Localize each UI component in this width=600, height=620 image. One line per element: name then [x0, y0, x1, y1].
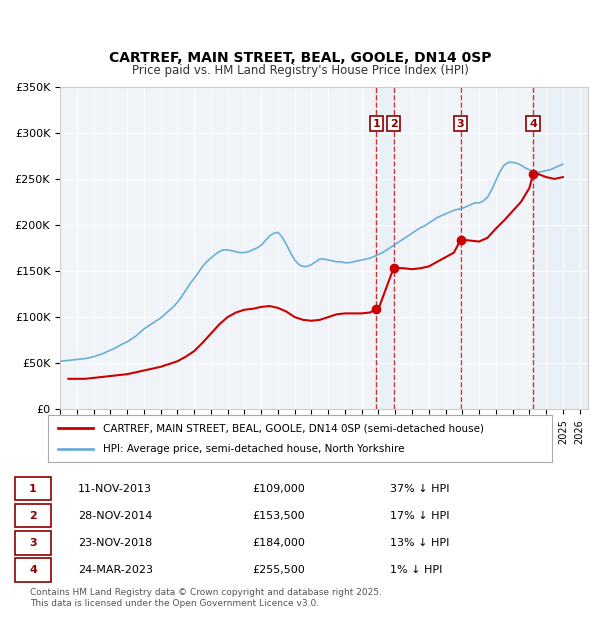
- Text: CARTREF, MAIN STREET, BEAL, GOOLE, DN14 0SP (semi-detached house): CARTREF, MAIN STREET, BEAL, GOOLE, DN14 …: [103, 423, 484, 433]
- Text: 1: 1: [373, 118, 380, 128]
- Text: 23-NOV-2018: 23-NOV-2018: [78, 538, 152, 547]
- Text: 13% ↓ HPI: 13% ↓ HPI: [390, 538, 449, 547]
- Text: HPI: Average price, semi-detached house, North Yorkshire: HPI: Average price, semi-detached house,…: [103, 444, 405, 454]
- FancyBboxPatch shape: [15, 477, 51, 500]
- Text: 3: 3: [29, 538, 37, 547]
- Text: 2: 2: [390, 118, 398, 128]
- Text: 17% ↓ HPI: 17% ↓ HPI: [390, 511, 449, 521]
- Bar: [376, 87, 394, 409]
- Text: £109,000: £109,000: [252, 484, 305, 494]
- Text: Contains HM Land Registry data © Crown copyright and database right 2025.
This d: Contains HM Land Registry data © Crown c…: [30, 588, 382, 608]
- Text: 11-NOV-2013: 11-NOV-2013: [78, 484, 152, 494]
- Text: Price paid vs. HM Land Registry's House Price Index (HPI): Price paid vs. HM Land Registry's House …: [131, 64, 469, 77]
- Bar: [533, 87, 588, 409]
- Text: 4: 4: [529, 118, 537, 128]
- Text: £184,000: £184,000: [252, 538, 305, 547]
- Text: 4: 4: [29, 565, 37, 575]
- Text: 28-NOV-2014: 28-NOV-2014: [78, 511, 152, 521]
- Text: 37% ↓ HPI: 37% ↓ HPI: [390, 484, 449, 494]
- FancyBboxPatch shape: [15, 558, 51, 582]
- Text: £153,500: £153,500: [252, 511, 305, 521]
- Text: 2: 2: [29, 511, 37, 521]
- Text: 1% ↓ HPI: 1% ↓ HPI: [390, 565, 442, 575]
- Text: 24-MAR-2023: 24-MAR-2023: [78, 565, 153, 575]
- Text: £255,500: £255,500: [252, 565, 305, 575]
- Text: 3: 3: [457, 118, 464, 128]
- FancyBboxPatch shape: [15, 504, 51, 528]
- Text: 1: 1: [29, 484, 37, 494]
- FancyBboxPatch shape: [15, 531, 51, 554]
- Text: CARTREF, MAIN STREET, BEAL, GOOLE, DN14 0SP: CARTREF, MAIN STREET, BEAL, GOOLE, DN14 …: [109, 51, 491, 65]
